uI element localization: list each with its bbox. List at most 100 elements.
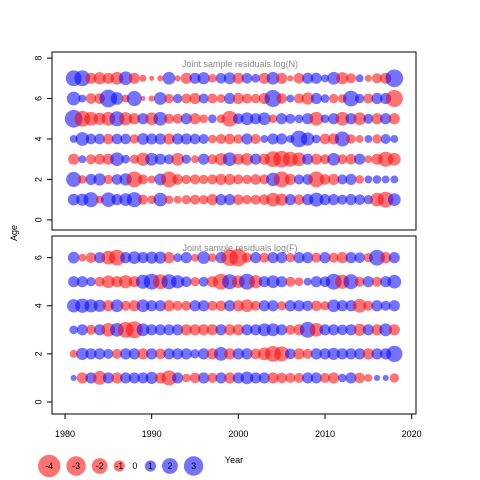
- residual-point-logN-age5-1992: [163, 113, 175, 124]
- residual-point-logF-age3-1999: [224, 324, 236, 336]
- residual-point-logN-age5-2000: [233, 113, 244, 125]
- residual-point-logN-age7-2015: [364, 74, 372, 82]
- residual-point-logN-age7-2010: [321, 74, 329, 83]
- residual-point-logN-age2-1989: [137, 174, 149, 185]
- residual-point-logN-age3-2008: [302, 153, 314, 165]
- residual-point-logF-age6-1987: [120, 252, 132, 264]
- residual-point-logF-age6-2005: [276, 252, 288, 264]
- residual-point-logF-age1-2013: [345, 372, 357, 384]
- residual-point-logN-age2-2000: [233, 174, 244, 185]
- residual-point-logN-age7-2000: [232, 72, 244, 84]
- residual-point-logN-age3-1997: [207, 154, 218, 165]
- legend-label: 1: [148, 461, 153, 471]
- residual-point-logF-age3-1992: [163, 324, 175, 336]
- residual-point-logF-age2-1992: [163, 348, 175, 360]
- residual-point-logF-age1-2015: [364, 373, 373, 382]
- y-tick-label: 8: [33, 56, 43, 61]
- residual-point-logN-age1-1986: [111, 194, 123, 206]
- residual-point-logF-age1-2007: [293, 372, 305, 383]
- residual-point-logN-age5-1989: [137, 113, 149, 125]
- residual-point-logF-age2-1996: [198, 348, 210, 360]
- residual-point-logN-age7-2016: [371, 73, 383, 84]
- residual-point-logF-age6-1991: [154, 251, 167, 264]
- residual-point-logN-age5-1999: [221, 110, 238, 127]
- residual-point-logF-age6-2008: [302, 252, 314, 264]
- residual-point-logF-age3-1994: [180, 324, 192, 336]
- residual-point-logF-age6-1995: [191, 253, 199, 262]
- panel-logN-points: [64, 69, 404, 208]
- residual-point-logN-age5-1987: [119, 112, 133, 126]
- panel-logF-x-axis: 1980 1990 2000 2010 2020: [55, 414, 422, 439]
- residual-point-logF-age6-1988: [127, 251, 141, 265]
- residual-point-logN-age6-2008: [301, 92, 314, 105]
- residual-point-logF-age2-2005: [274, 346, 290, 362]
- residual-point-logF-age6-1997: [207, 253, 217, 262]
- residual-point-logN-age3-1982: [78, 155, 87, 164]
- residual-point-logN-age5-2014: [353, 112, 367, 126]
- residual-point-logN-age7-2001: [241, 72, 253, 84]
- residual-point-logF-age3-1981: [69, 325, 79, 335]
- residual-point-logN-age3-1990: [145, 152, 159, 166]
- residual-point-logN-age4-1994: [180, 133, 192, 145]
- residual-point-logF-age2-1991: [155, 348, 166, 360]
- residual-point-logN-age2-1993: [172, 174, 183, 185]
- residual-point-logF-age5-1985: [101, 275, 115, 289]
- residual-point-logN-age4-1985: [103, 133, 114, 145]
- legend-bubble: [183, 456, 204, 476]
- residual-point-logN-age1-1988: [126, 192, 142, 208]
- residual-point-logF-age1-2010: [319, 372, 331, 383]
- residual-point-logN-age4-2014: [355, 135, 364, 143]
- residual-point-logN-age3-1995: [191, 155, 199, 164]
- y-tick-label: 6: [33, 255, 43, 260]
- residual-point-logF-age1-2016: [373, 374, 381, 381]
- residual-point-logF-age4-1996: [198, 300, 210, 312]
- residual-point-logF-age4-2014: [352, 298, 367, 313]
- residual-point-logF-age1-2014: [354, 372, 365, 384]
- residual-point-logN-age3-1986: [110, 152, 124, 167]
- residual-point-logN-age2-2014: [355, 175, 365, 184]
- residual-point-logF-age3-2001: [241, 324, 253, 336]
- residual-point-logF-age3-2004: [266, 323, 280, 337]
- residual-point-logF-age5-2008: [303, 277, 312, 286]
- residual-point-logN-age4-1984: [94, 133, 105, 145]
- residual-point-logN-age4-2005: [276, 133, 288, 145]
- residual-point-logF-age3-1991: [154, 324, 166, 336]
- residual-point-logF-age6-1983: [85, 252, 97, 263]
- residual-point-logN-age4-2003: [260, 135, 269, 143]
- residual-point-logF-age5-2007: [294, 277, 304, 287]
- residual-point-logF-age1-2017: [382, 374, 389, 381]
- residual-point-logN-age7-2002: [251, 73, 261, 83]
- residual-point-logN-age6-1993: [172, 93, 183, 104]
- legend-bubble: [113, 460, 125, 472]
- residual-point-logF-age2-1993: [172, 348, 184, 360]
- residual-point-logF-age3-2013: [345, 324, 357, 336]
- residual-point-logN-age2-1983: [85, 173, 97, 186]
- residual-point-logN-age4-1983: [85, 133, 97, 145]
- residual-point-logN-age2-1985: [103, 174, 114, 185]
- residual-point-logF-age6-2016: [369, 249, 385, 266]
- residual-point-logN-age3-1988: [129, 154, 140, 164]
- residual-point-logN-age1-2004: [266, 192, 280, 207]
- y-tick-label: 4: [33, 303, 43, 308]
- residual-point-logF-age3-2012: [337, 324, 348, 336]
- residual-point-logN-age7-2008: [302, 72, 314, 84]
- x-tick-label: 2000: [228, 429, 248, 439]
- residual-point-logF-age5-2015: [362, 276, 374, 288]
- residual-point-logN-age5-1993: [172, 113, 183, 124]
- legend-bubble: [144, 460, 157, 472]
- residual-point-logF-age6-1989: [137, 252, 149, 264]
- residual-point-logF-age3-2014: [353, 323, 366, 336]
- residual-point-logN-age1-1996: [198, 194, 209, 205]
- panel-logN: Joint sample residuals log(N) 0 2 4 6 8: [33, 51, 417, 231]
- residual-point-logN-age1-1999: [224, 194, 236, 206]
- residual-point-logN-age4-1989: [137, 133, 149, 145]
- residual-point-logF-age6-2018: [388, 252, 400, 264]
- residual-point-logF-age5-1983: [86, 277, 96, 287]
- residual-point-logN-age6-1994: [181, 93, 192, 104]
- residual-point-logN-age2-1986: [111, 174, 123, 185]
- residual-point-logN-age4-1999: [224, 133, 235, 145]
- residual-point-logN-age6-1998: [216, 94, 226, 103]
- y-tick-label: 6: [33, 96, 43, 101]
- residual-point-logN-age6-2005: [276, 93, 287, 104]
- residual-point-logN-age5-2016: [371, 113, 383, 125]
